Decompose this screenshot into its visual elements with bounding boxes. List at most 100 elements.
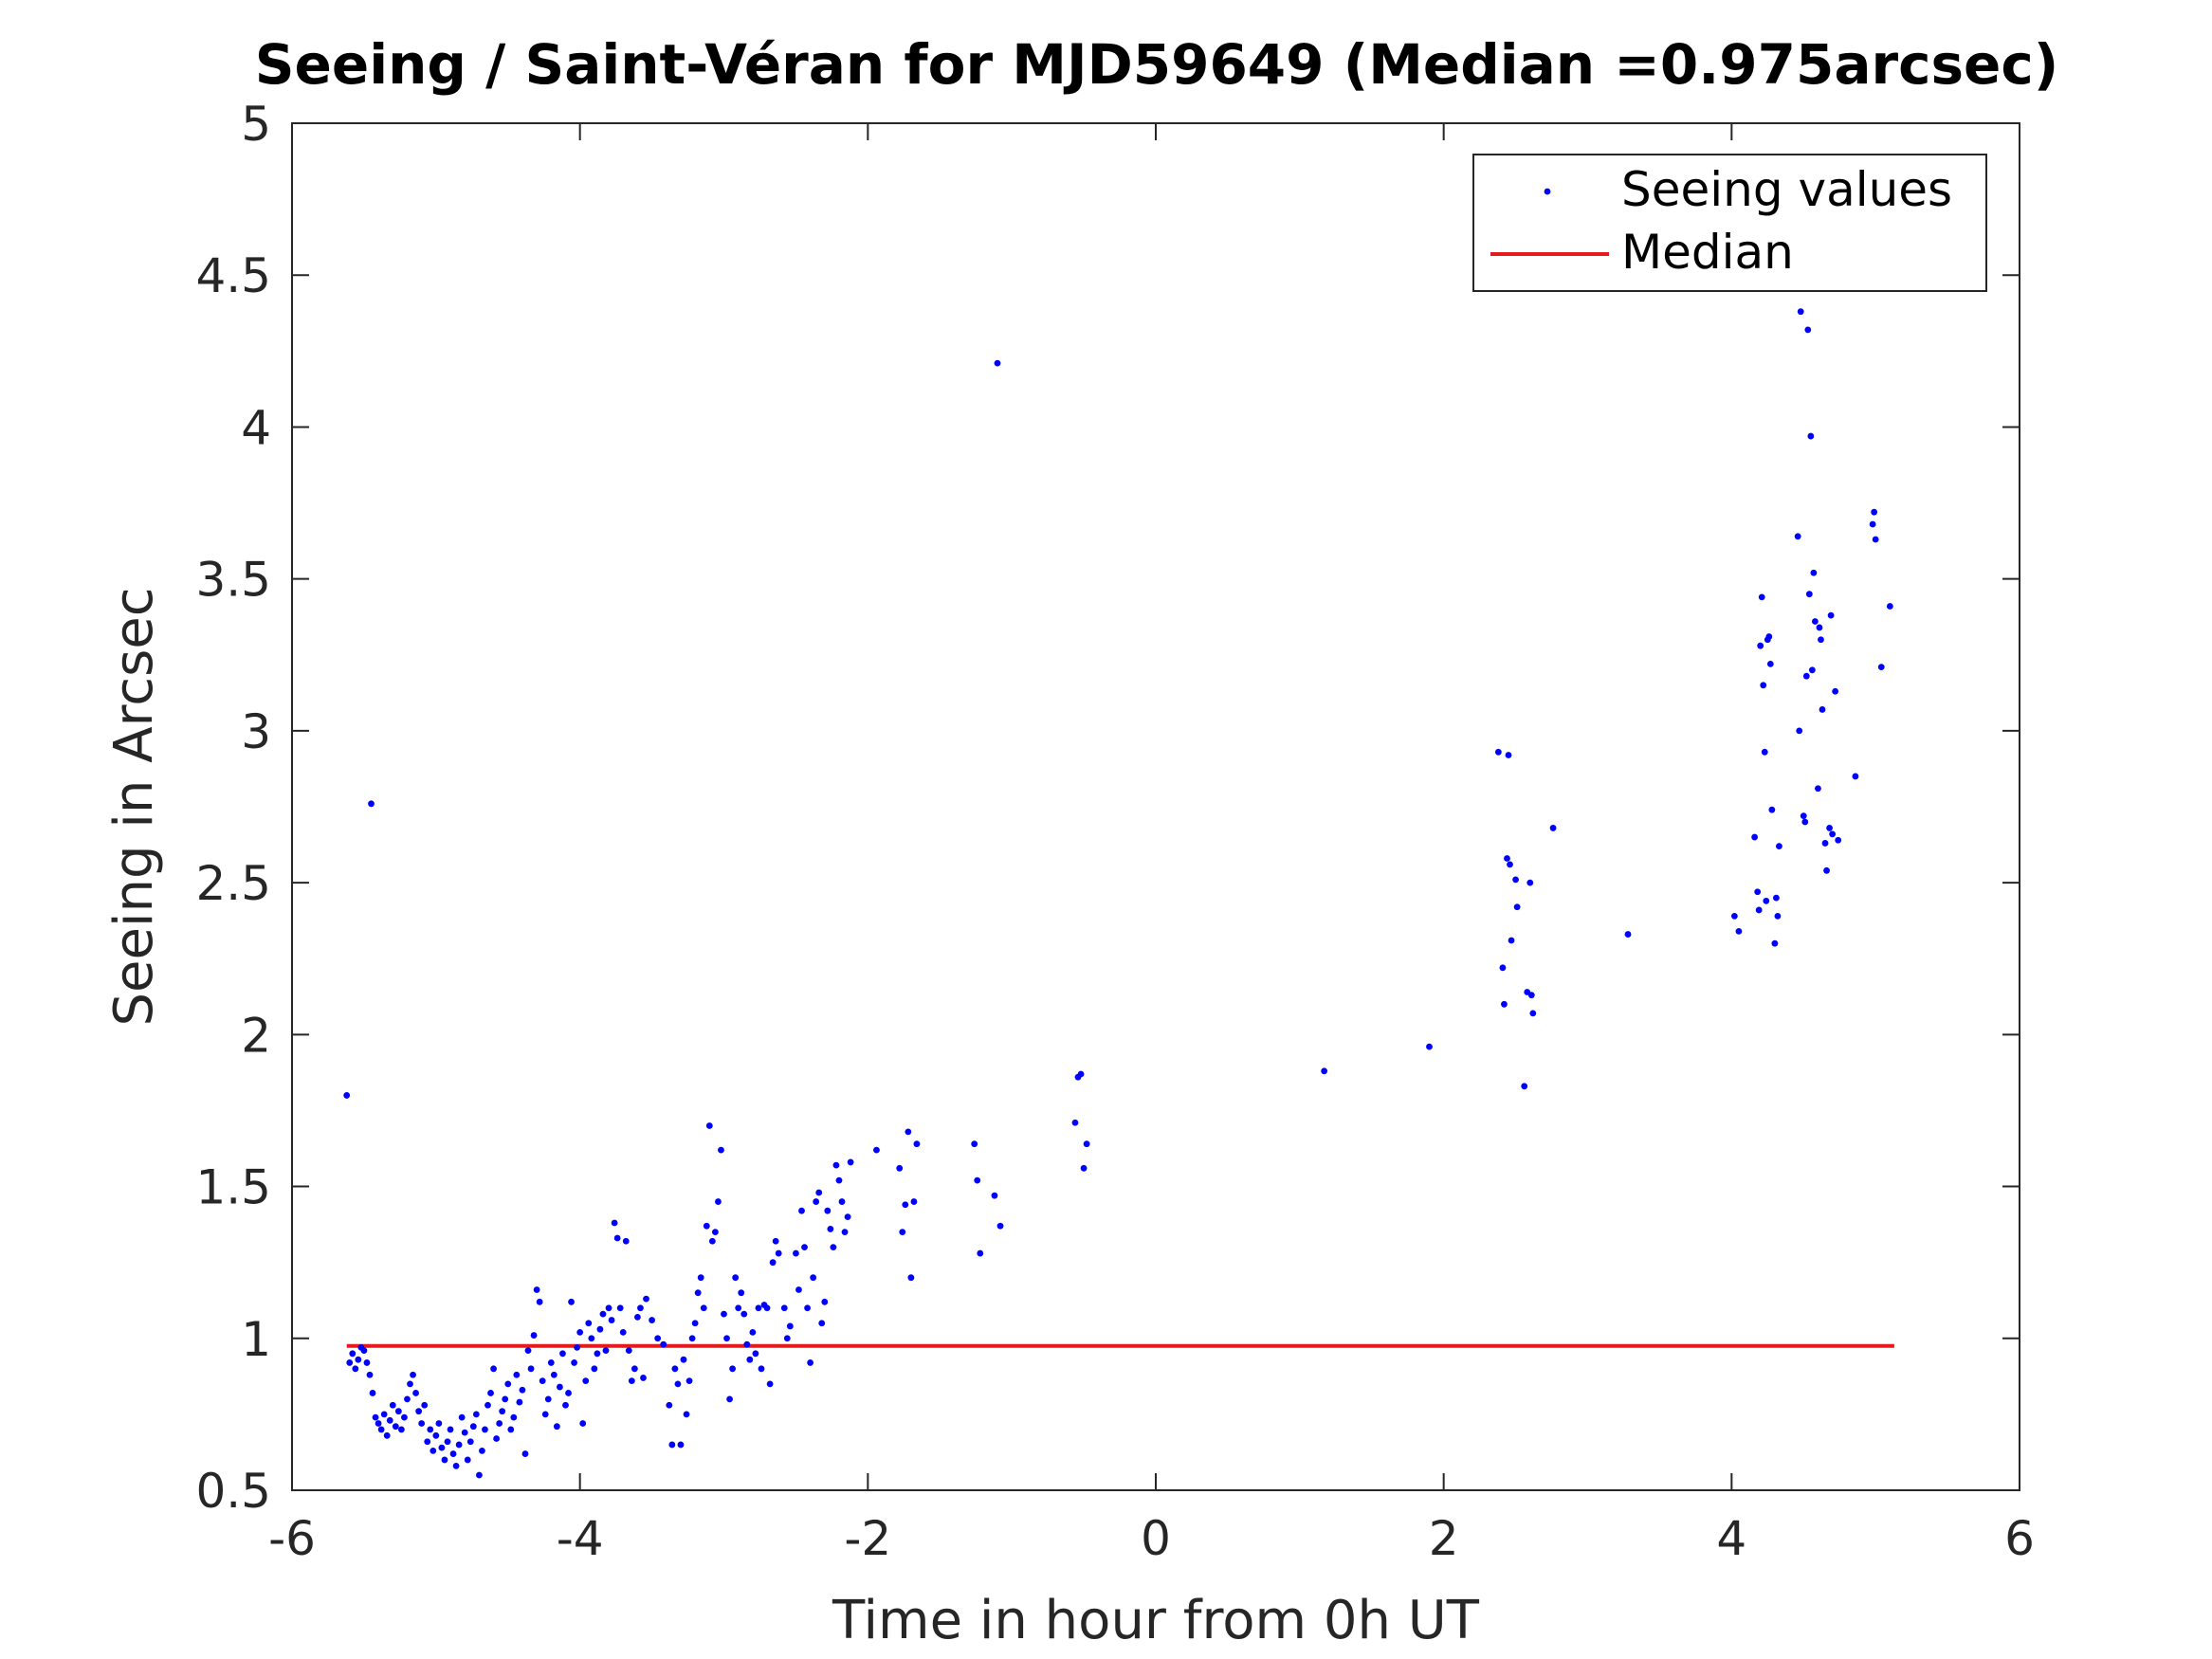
seeing-point (1877, 664, 1885, 670)
seeing-point (1835, 836, 1842, 844)
seeing-point (1800, 812, 1807, 820)
seeing-point (1071, 1119, 1079, 1126)
seeing-point (680, 1356, 687, 1363)
seeing-point (1507, 861, 1513, 868)
seeing-point (363, 1359, 371, 1366)
seeing-point (844, 1213, 851, 1220)
seeing-point (688, 1335, 696, 1342)
seeing-point (458, 1413, 466, 1421)
seeing-point (723, 1335, 730, 1342)
seeing-point (530, 1332, 538, 1339)
seeing-point (487, 1390, 494, 1396)
seeing-point (654, 1335, 662, 1342)
x-tick-label: -2 (844, 1511, 891, 1566)
seeing-point (1080, 1164, 1088, 1172)
seeing-point (360, 1347, 368, 1354)
seeing-point (703, 1222, 710, 1230)
y-tick-label: 0.5 (195, 1464, 271, 1519)
seeing-point (1805, 591, 1813, 598)
y-tick-label: 5 (241, 97, 271, 152)
seeing-point (715, 1198, 722, 1205)
seeing-point (1832, 687, 1839, 695)
seeing-point (605, 1304, 612, 1312)
seeing-point (1761, 748, 1768, 756)
seeing-point (1765, 633, 1773, 640)
seeing-point (493, 1435, 501, 1442)
seeing-point (640, 1375, 647, 1381)
seeing-point (479, 1447, 485, 1454)
seeing-point (793, 1249, 799, 1257)
seeing-point (608, 1317, 615, 1323)
seeing-point (783, 1335, 791, 1342)
x-tick-label: -6 (268, 1511, 316, 1566)
seeing-point (472, 1411, 480, 1418)
seeing-point (804, 1304, 811, 1312)
seeing-point (407, 1380, 413, 1388)
seeing-point (1827, 611, 1835, 619)
seeing-point (355, 1356, 362, 1363)
y-axis-label: Seeing in Arcsec (103, 587, 165, 1026)
seeing-point (432, 1431, 440, 1439)
seeing-point (1826, 825, 1833, 831)
seeing-point (469, 1423, 477, 1431)
seeing-point (346, 1359, 354, 1366)
seeing-point (490, 1365, 497, 1373)
seeing-point (1872, 536, 1879, 543)
seeing-point (738, 1289, 745, 1297)
seeing-point (375, 1420, 382, 1427)
seeing-point (899, 1229, 906, 1236)
seeing-point (1499, 964, 1507, 972)
seeing-point (1811, 618, 1819, 625)
seeing-point (547, 1359, 555, 1366)
seeing-point (496, 1420, 503, 1427)
seeing-point (519, 1386, 526, 1394)
seeing-point (913, 1140, 921, 1148)
seeing-point (1886, 603, 1893, 610)
seeing-point (574, 1343, 581, 1351)
seeing-point (1810, 569, 1818, 576)
seeing-point (386, 1416, 393, 1424)
seeing-point (410, 1371, 416, 1378)
seeing-point (786, 1322, 794, 1330)
seeing-point (625, 1347, 632, 1354)
seeing-point (827, 1226, 834, 1232)
seeing-point (1730, 912, 1738, 920)
seeing-point (1776, 843, 1782, 850)
seeing-point (622, 1237, 630, 1245)
seeing-point (461, 1429, 468, 1436)
axis-ticks-layer (291, 122, 2020, 1491)
seeing-point (394, 1408, 402, 1415)
seeing-point (1321, 1067, 1328, 1075)
seeing-point (649, 1317, 655, 1323)
seeing-point (499, 1408, 506, 1415)
seeing-point (1823, 866, 1830, 874)
seeing-point (824, 1207, 832, 1214)
seeing-point (905, 1128, 912, 1136)
seeing-point (991, 1192, 998, 1199)
seeing-point (565, 1390, 572, 1396)
seeing-point (674, 1380, 682, 1388)
x-tick-label: 6 (2004, 1511, 2035, 1566)
seeing-point (591, 1365, 598, 1373)
seeing-point (752, 1350, 759, 1358)
x-tick-label: 0 (1141, 1511, 1171, 1566)
seeing-point (795, 1286, 802, 1293)
seeing-point (971, 1140, 978, 1148)
legend-marker-seeing-values (1544, 188, 1551, 195)
seeing-point (758, 1365, 765, 1373)
seeing-point (424, 1438, 431, 1446)
seeing-point (1754, 888, 1762, 896)
seeing-point (1871, 508, 1878, 516)
seeing-point (705, 1122, 713, 1129)
seeing-point (397, 1426, 405, 1433)
seeing-point (818, 1320, 826, 1327)
seeing-point (1521, 1083, 1528, 1090)
seeing-point (616, 1304, 624, 1312)
seeing-point (830, 1244, 837, 1251)
seeing-point (377, 1426, 385, 1433)
seeing-point (873, 1146, 880, 1154)
seeing-point (438, 1444, 446, 1451)
seeing-point (1829, 830, 1837, 838)
y-tick-labels: 0.5 1 1.5 2 2.5 3 3.5 4 4.5 5 (195, 97, 271, 1519)
